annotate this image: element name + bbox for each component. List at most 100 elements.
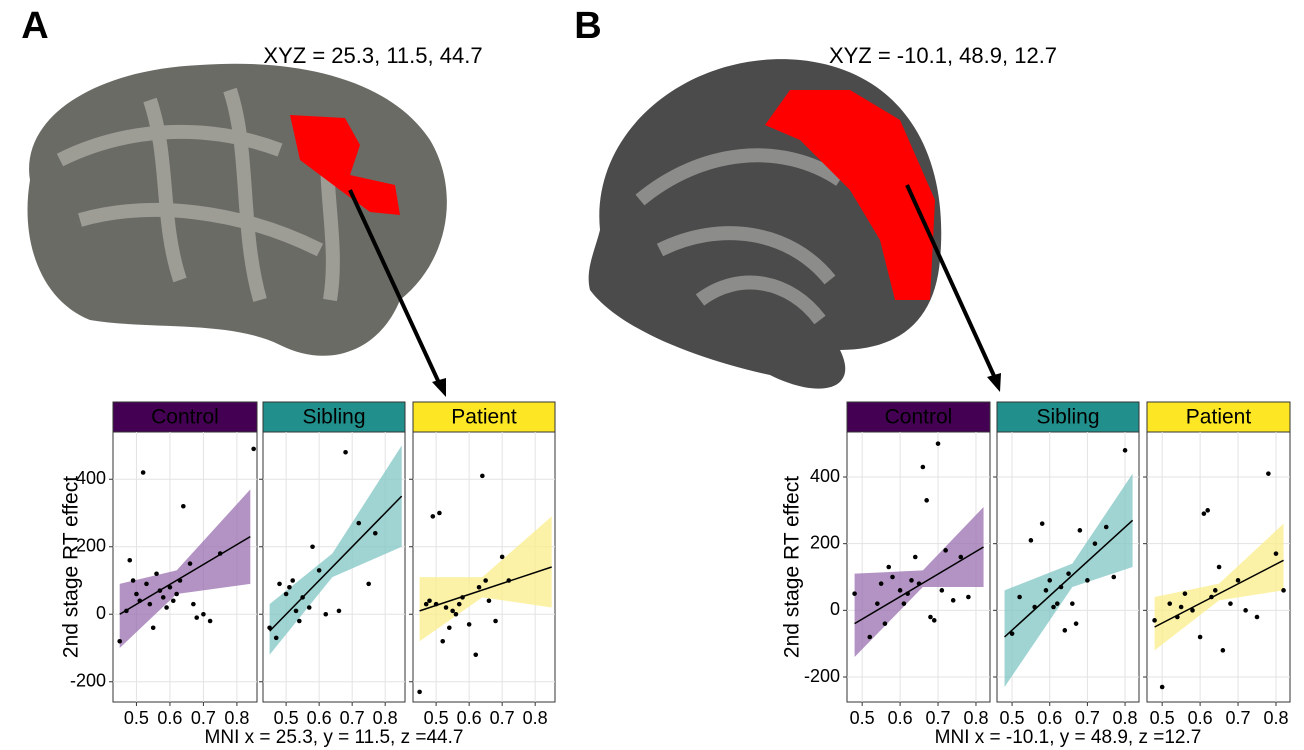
- data-point: [958, 554, 964, 560]
- data-point: [456, 601, 462, 607]
- facet-title: Control: [885, 406, 953, 429]
- data-point: [966, 594, 971, 600]
- data-point: [177, 578, 183, 583]
- data-point: [1085, 578, 1090, 583]
- data-point: [897, 588, 903, 593]
- data-point: [343, 449, 348, 455]
- data-point: [939, 588, 945, 593]
- x-tick-label: 0.8: [963, 708, 988, 728]
- fit-line: [1004, 519, 1134, 638]
- data-point: [1235, 578, 1241, 583]
- data-point: [130, 578, 136, 583]
- data-point: [1103, 524, 1109, 530]
- facet-title: Sibling: [302, 406, 365, 429]
- data-point: [251, 446, 256, 452]
- data-point: [417, 689, 422, 695]
- facet-title: Patient: [1186, 406, 1252, 429]
- data-point: [300, 595, 305, 600]
- panel-label: B: [574, 5, 601, 47]
- fit-line: [419, 566, 552, 612]
- data-point: [882, 621, 888, 626]
- facet-title: Control: [151, 406, 219, 429]
- data-point: [440, 638, 446, 644]
- data-point: [170, 598, 176, 604]
- y-tick-label: 400: [810, 466, 840, 486]
- data-point: [1066, 571, 1071, 576]
- x-tick-label: 0.7: [191, 708, 216, 728]
- data-point: [157, 588, 163, 593]
- y-tick-label: -200: [804, 666, 840, 686]
- data-point: [1077, 528, 1083, 533]
- data-point: [1273, 551, 1279, 556]
- data-point: [924, 498, 929, 503]
- arrow: [348, 189, 442, 386]
- data-point: [194, 615, 200, 620]
- data-point: [1182, 591, 1188, 596]
- x-tick-label: 0.8: [1113, 708, 1138, 728]
- data-point: [916, 581, 922, 586]
- x-tick-label: 0.7: [340, 708, 365, 728]
- data-point: [1201, 511, 1207, 516]
- data-point: [174, 591, 179, 597]
- x-tick-label: 0.7: [490, 708, 515, 728]
- data-point: [453, 611, 459, 617]
- data-point: [167, 584, 173, 590]
- data-point: [323, 611, 329, 617]
- data-point: [1017, 594, 1022, 600]
- data-point: [427, 598, 432, 604]
- facet-strip: [412, 401, 556, 433]
- data-point: [473, 652, 479, 658]
- data-point: [283, 591, 289, 597]
- facet-strip: [846, 401, 991, 433]
- data-point: [1281, 588, 1286, 593]
- data-point: [875, 601, 880, 606]
- data-point: [909, 578, 914, 583]
- data-point: [1175, 614, 1180, 620]
- data-point: [1152, 618, 1157, 623]
- data-point: [160, 595, 166, 600]
- data-point: [1228, 601, 1233, 606]
- data-point: [486, 598, 492, 604]
- data-point: [852, 591, 857, 596]
- data-point: [437, 510, 442, 516]
- x-tick-label: 0.5: [124, 708, 149, 728]
- arrow-head: [432, 378, 446, 397]
- data-point: [890, 574, 895, 580]
- facet-strip: [112, 401, 258, 433]
- x-axis-label: MNI x = -10.1, y = 48.9, z =12.7: [935, 727, 1202, 748]
- y-tick-label: 0: [830, 599, 840, 619]
- data-point: [1178, 604, 1184, 610]
- x-tick-label: 0.5: [1000, 708, 1025, 728]
- x-tick-label: 0.7: [1075, 708, 1100, 728]
- data-point: [1220, 648, 1226, 653]
- data-point: [310, 544, 315, 550]
- data-point: [1266, 471, 1271, 476]
- facet-strip: [1146, 401, 1291, 433]
- facet-strip: [996, 401, 1140, 433]
- data-point: [164, 605, 169, 610]
- data-point: [1058, 584, 1064, 590]
- data-point: [1216, 564, 1222, 570]
- data-point: [124, 608, 129, 614]
- brain-image-a: [27, 63, 447, 356]
- data-point: [267, 625, 272, 631]
- data-point: [1032, 604, 1037, 610]
- data-point: [1039, 521, 1045, 526]
- x-tick-label: 0.5: [424, 708, 449, 728]
- data-point: [134, 591, 139, 597]
- data-point: [935, 441, 941, 446]
- data-point: [430, 514, 436, 519]
- data-point: [181, 503, 186, 509]
- data-point: [1167, 601, 1173, 606]
- data-point: [1070, 601, 1075, 606]
- brain-image-b: [588, 59, 942, 389]
- data-point: [1062, 628, 1068, 633]
- data-point: [1051, 604, 1056, 610]
- x-tick-label: 0.5: [1150, 708, 1175, 728]
- data-point: [1009, 631, 1015, 636]
- data-point: [297, 618, 302, 624]
- x-tick-label: 0.6: [888, 708, 913, 728]
- data-point: [306, 605, 312, 610]
- data-point: [423, 601, 429, 607]
- data-point: [366, 581, 371, 587]
